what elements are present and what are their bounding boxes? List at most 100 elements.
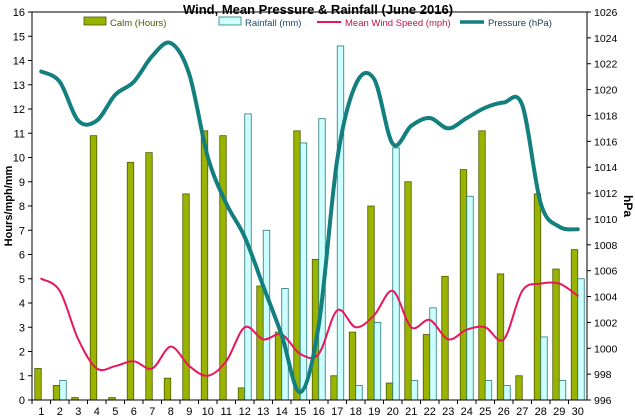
- rainfall-bar: [577, 278, 585, 401]
- axes: 0123456789101112131415169969981000100210…: [13, 7, 618, 418]
- calm-bar: [293, 130, 301, 401]
- x-tick-label: 25: [479, 406, 491, 418]
- legend-swatch: [218, 16, 242, 26]
- x-tick-label: 15: [294, 406, 306, 418]
- y-left-tick-label: 13: [13, 80, 25, 92]
- x-tick-label: 14: [276, 406, 288, 418]
- rainfall-bar: [373, 321, 382, 401]
- legend-label: Rainfall (mm): [245, 18, 301, 29]
- calm-bar: [552, 268, 560, 401]
- y-axis-label-left: Hours/mph/mm: [3, 165, 15, 246]
- rainfall-bar: [244, 113, 252, 401]
- calm-bar: [348, 331, 357, 401]
- calm-bar: [496, 273, 505, 401]
- calm-bar: [422, 334, 431, 401]
- calm-bar: [126, 161, 135, 401]
- y-left-tick-label: 7: [19, 225, 25, 237]
- y-right-tick-label: 1022: [594, 59, 618, 71]
- y-right-tick-label: 1004: [594, 292, 618, 304]
- x-tick-label: 21: [405, 406, 417, 418]
- x-tick-label: 19: [368, 406, 380, 418]
- x-tick-label: 5: [112, 406, 118, 418]
- calm-bar: [182, 193, 190, 401]
- x-tick-label: 12: [239, 406, 251, 418]
- y-left-tick-label: 16: [13, 7, 25, 19]
- calm-bar: [330, 375, 338, 401]
- calm-bar: [163, 377, 172, 401]
- rainfall-bar: [59, 380, 67, 401]
- x-tick-label: 26: [498, 406, 510, 418]
- pressure-line: [39, 40, 580, 395]
- calm-bar: [219, 135, 227, 401]
- calm-bar: [145, 152, 153, 401]
- calm-bar: [404, 181, 412, 401]
- y-left-tick-label: 8: [19, 201, 25, 213]
- calm-bar: [34, 368, 42, 401]
- x-tick-label: 4: [94, 406, 100, 418]
- x-tick-label: 18: [350, 406, 362, 418]
- rainfall-bar: [503, 385, 511, 401]
- y-left-tick-label: 5: [19, 274, 25, 286]
- calm-bar: [515, 375, 523, 401]
- y-left-tick-label: 11: [14, 128, 25, 140]
- y-left-tick-label: 4: [19, 298, 25, 310]
- chart-title: Wind, Mean Pressure & Rainfall (June 201…: [183, 2, 453, 17]
- x-tick-label: 24: [461, 406, 473, 418]
- y-right-tick-label: 1018: [594, 110, 618, 122]
- x-tick-label: 2: [57, 406, 63, 418]
- y-left-tick-label: 14: [13, 56, 25, 68]
- rainfall-bar: [355, 385, 363, 401]
- rainfall-bar: [336, 45, 345, 401]
- x-tick-label: 27: [516, 406, 528, 418]
- calm-bar: [367, 205, 375, 401]
- y-axis-label-right: hPa: [621, 195, 635, 217]
- plot-area: [34, 40, 585, 401]
- y-left-tick-label: 10: [13, 153, 25, 165]
- x-tick-label: 3: [75, 406, 81, 418]
- legend-swatch: [83, 16, 107, 26]
- calm-bar: [200, 130, 209, 401]
- y-right-tick-label: 998: [594, 369, 612, 381]
- rainfall-bar: [466, 195, 474, 401]
- rainfall-bar: [392, 147, 400, 401]
- y-right-tick-label: 1012: [594, 188, 618, 200]
- calm-bar: [237, 387, 246, 401]
- calm-bar: [459, 169, 468, 401]
- y-left-tick-label: 2: [19, 347, 25, 359]
- rainfall-bar: [410, 380, 419, 401]
- y-left-tick-label: 15: [13, 31, 25, 43]
- y-right-tick-label: 1000: [594, 343, 618, 355]
- calm-bar: [385, 382, 394, 401]
- x-tick-label: 13: [257, 406, 269, 418]
- calm-bar: [89, 135, 98, 401]
- wind-speed-line: [40, 277, 579, 377]
- y-left-tick-label: 12: [13, 104, 25, 116]
- y-right-tick-label: 1010: [594, 214, 618, 226]
- calm-bar: [478, 130, 486, 401]
- legend-label: Calm (Hours): [110, 18, 166, 29]
- legend-label: Mean Wind Speed (mph): [345, 18, 451, 29]
- y-right-tick-label: 1014: [594, 162, 618, 174]
- y-right-tick-label: 1024: [594, 33, 618, 45]
- calm-bar: [256, 285, 264, 401]
- legend: Calm (Hours) Rainfall (mm) Mean Wind Speed…: [83, 16, 552, 29]
- x-tick-label: 9: [186, 406, 192, 418]
- y-right-tick-label: 1006: [594, 266, 618, 278]
- x-tick-label: 20: [387, 406, 399, 418]
- y-right-tick-label: 1026: [594, 7, 618, 19]
- rainfall-bar: [318, 118, 326, 401]
- legend-label: Pressure (hPa): [488, 18, 552, 29]
- y-left-tick-label: 1: [19, 371, 25, 383]
- x-tick-label: 22: [424, 406, 436, 418]
- y-right-tick-label: 1008: [594, 240, 618, 252]
- y-left-tick-label: 9: [19, 177, 25, 189]
- rainfall-bar: [262, 229, 271, 401]
- calm-bar: [274, 331, 283, 401]
- x-tick-label: 23: [442, 406, 454, 418]
- y-right-tick-label: 1020: [594, 85, 618, 97]
- calm-bar: [533, 193, 542, 401]
- x-tick-label: 1: [38, 406, 44, 418]
- x-tick-label: 28: [535, 406, 547, 418]
- rainfall-bar: [484, 380, 493, 401]
